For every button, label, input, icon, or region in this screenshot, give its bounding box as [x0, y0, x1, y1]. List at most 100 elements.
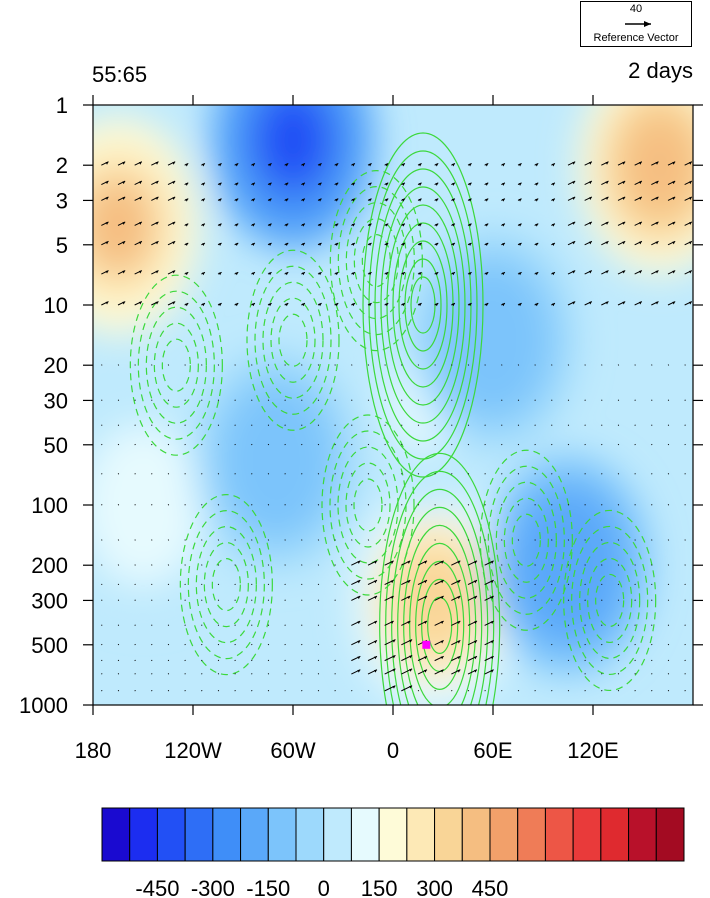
x-tick-label: 120W: [164, 738, 222, 763]
wind-vector-head: [518, 243, 522, 247]
wind-vector-head: [672, 221, 676, 225]
wind-vector-head: [409, 655, 413, 659]
wind-vector-head: [572, 221, 576, 225]
wind-vector-head: [172, 161, 176, 165]
colorbar-box: [378, 807, 408, 862]
contour-positive-0-2: [404, 258, 442, 352]
wind-vector-head: [688, 301, 692, 305]
wind-vector-head: [424, 669, 428, 673]
wind-vector-head: [301, 182, 305, 186]
wind-vector-head: [318, 198, 322, 202]
wind-vector-head: [622, 196, 626, 200]
wind-vector-head: [218, 182, 222, 186]
wind-vector-head: [535, 243, 539, 247]
colorbar-box: [240, 807, 269, 862]
wind-vector-head: [318, 163, 322, 167]
wind-vector-head: [501, 303, 505, 307]
wind-vector-head: [485, 198, 489, 202]
wind-vector-head: [551, 182, 555, 186]
contour-negative-4-5: [179, 493, 273, 676]
wind-vector-head: [551, 243, 555, 247]
field-max-0-band-2: [93, 175, 156, 276]
wind-vector-head: [268, 163, 272, 167]
wind-vector-head: [385, 198, 389, 202]
wind-vector-head: [392, 668, 396, 672]
wind-vector-head: [218, 243, 222, 247]
wind-vector-head: [655, 270, 659, 274]
wind-vector-head: [218, 303, 222, 307]
wind-vector-head: [390, 580, 394, 584]
wind-vector-head: [374, 669, 378, 673]
wind-vector-head: [424, 621, 428, 625]
wind-vector-head: [390, 596, 394, 600]
wind-vector-head: [418, 243, 422, 247]
wind-vector-head: [335, 163, 339, 167]
wind-vector-head: [485, 243, 489, 247]
point-marker: [422, 640, 431, 649]
wind-vector-head: [172, 181, 176, 185]
wind-vector-head: [351, 163, 355, 167]
wind-vector-head: [474, 656, 478, 660]
wind-vector-head: [251, 303, 255, 307]
wind-vector-head: [138, 270, 142, 274]
wind-vector-head: [368, 182, 372, 186]
wind-vector-head: [474, 640, 478, 644]
wind-vector-head: [301, 163, 305, 167]
wind-vector-head: [268, 198, 272, 202]
wind-vector-head: [368, 198, 372, 202]
wind-vector-head: [335, 223, 339, 227]
wind-vector-head: [172, 270, 176, 274]
colorbar-label: 150: [361, 876, 398, 898]
contour-negative-4-2: [203, 541, 249, 628]
wind-vector-head: [122, 270, 126, 274]
wind-vector-head: [490, 560, 494, 564]
wind-vector-head: [351, 303, 355, 307]
colorbar-label: -450: [135, 876, 179, 898]
x-tick-label: 60E: [473, 738, 512, 763]
wind-vector-head: [390, 621, 394, 625]
wind-vector-head: [551, 303, 555, 307]
wind-vector-head: [435, 243, 439, 247]
x-tick-label: 60W: [270, 738, 315, 763]
y-tick-label: 20: [44, 353, 68, 378]
reference-arrow-icon: [625, 21, 651, 27]
wind-vector-head: [138, 301, 142, 305]
wind-vector-head: [374, 656, 378, 660]
wind-vector-head: [201, 182, 205, 186]
wind-vector-head: [105, 241, 109, 245]
wind-vector-head: [401, 182, 405, 186]
wind-vector-head: [105, 270, 109, 274]
wind-vector-head: [318, 223, 322, 227]
wind-vector-head: [440, 560, 444, 564]
wind-vector-head: [185, 303, 189, 307]
wind-vector-head: [407, 560, 411, 564]
wind-vector-head: [501, 243, 505, 247]
contour-lines: [129, 132, 657, 705]
reference-vector-box: 40 Reference Vector: [580, 1, 692, 47]
wind-vector-head: [105, 161, 109, 165]
wind-vector-head: [638, 196, 642, 200]
wind-vector-head: [357, 596, 361, 600]
wind-vector-head: [251, 182, 255, 186]
wind-vector-head: [301, 243, 305, 247]
magenta-marker: [422, 640, 431, 649]
y-tick-label: 10: [44, 293, 68, 318]
wind-vector-head: [551, 272, 555, 276]
contour-negative-7-4: [254, 265, 332, 415]
wind-vector-head: [122, 221, 126, 225]
y-tick-label: 1: [56, 93, 68, 118]
wind-vector-head: [572, 161, 576, 165]
wind-vector-head: [218, 163, 222, 167]
wind-vector-head: [172, 196, 176, 200]
wind-vector-head: [185, 272, 189, 276]
wind-vector-head: [535, 182, 539, 186]
wind-vector-head: [672, 270, 676, 274]
wind-vector-head: [251, 223, 255, 227]
wind-vector-head: [672, 181, 676, 185]
wind-vector-head: [285, 223, 289, 227]
wind-vector-head: [390, 560, 394, 564]
wind-vector-head: [235, 182, 239, 186]
colorbar-box: [628, 807, 657, 862]
wind-vector-head: [122, 301, 126, 305]
